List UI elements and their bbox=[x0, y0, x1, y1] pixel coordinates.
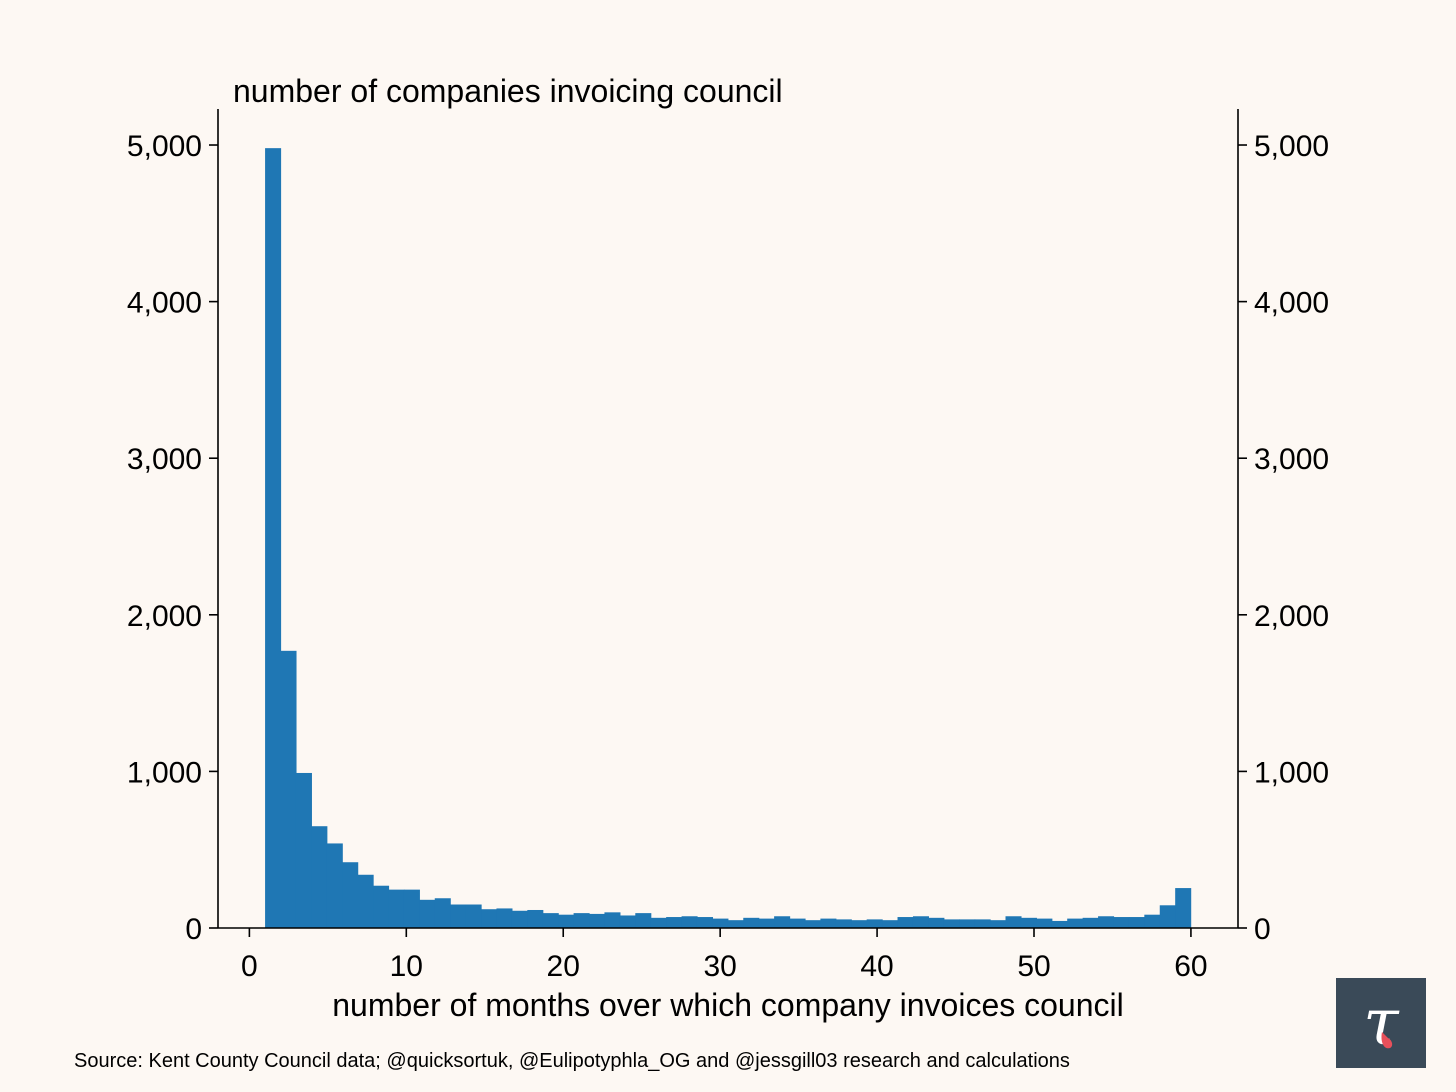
histogram-bar bbox=[820, 918, 837, 928]
histogram-bar bbox=[866, 919, 883, 928]
left-y-tick-label: 5,000 bbox=[127, 130, 202, 163]
x-tick-label: 0 bbox=[241, 950, 258, 983]
histogram-bar bbox=[619, 915, 636, 928]
histogram-bar bbox=[280, 650, 297, 928]
histogram-bar bbox=[295, 772, 312, 928]
histogram-bar bbox=[928, 917, 945, 928]
histogram-bar bbox=[1005, 916, 1022, 928]
axes: 0 0 1,000 1,000 2,000 2,000 3,000 3,000 4,000 4,0… bbox=[127, 109, 1329, 983]
histogram-bar bbox=[1159, 905, 1176, 928]
histogram-bar bbox=[419, 899, 436, 928]
histogram-bar bbox=[1082, 917, 1099, 928]
histogram-bar bbox=[342, 862, 359, 928]
histogram-bar bbox=[1036, 918, 1053, 928]
histogram-bar bbox=[943, 919, 960, 928]
right-y-tick-label: 0 bbox=[1254, 913, 1271, 946]
histogram-bar bbox=[912, 916, 929, 928]
histogram-bar bbox=[465, 904, 482, 928]
histogram-bar bbox=[604, 912, 621, 928]
left-y-tick-label: 0 bbox=[185, 913, 202, 946]
x-tick-label: 60 bbox=[1174, 950, 1207, 983]
histogram-bar bbox=[758, 918, 775, 928]
histogram-bar bbox=[666, 917, 683, 928]
histogram-bars bbox=[265, 148, 1192, 928]
histogram-bar bbox=[1175, 888, 1192, 928]
histogram-bar bbox=[1144, 914, 1161, 928]
x-tick-label: 20 bbox=[547, 950, 580, 983]
chart-title: number of companies invoicing council bbox=[233, 73, 783, 109]
histogram-bar bbox=[573, 913, 590, 928]
histogram-bar bbox=[1067, 918, 1084, 928]
logo-background bbox=[1336, 978, 1426, 1068]
x-tick-label: 40 bbox=[860, 950, 893, 983]
histogram-bar bbox=[974, 919, 991, 928]
histogram-bar bbox=[1051, 920, 1068, 928]
histogram-bar bbox=[897, 917, 914, 928]
histogram-bar bbox=[743, 917, 760, 928]
tau-glyph: τ bbox=[1363, 986, 1400, 1060]
x-tick-label: 10 bbox=[390, 950, 423, 983]
histogram-bar bbox=[882, 920, 899, 928]
histogram-bar bbox=[650, 917, 667, 928]
left-y-tick-label: 1,000 bbox=[127, 756, 202, 789]
histogram-bar bbox=[681, 916, 698, 928]
tau-logo: τ bbox=[1336, 978, 1426, 1068]
histogram-bar bbox=[403, 889, 420, 928]
histogram-bar bbox=[1128, 917, 1145, 928]
histogram-bar bbox=[696, 917, 714, 928]
histogram-bar bbox=[558, 914, 575, 928]
x-tick-label: 50 bbox=[1017, 950, 1050, 983]
histogram-bar bbox=[990, 920, 1007, 928]
right-y-tick-label: 1,000 bbox=[1254, 756, 1329, 789]
right-y-tick-label: 3,000 bbox=[1254, 443, 1329, 476]
histogram-bar bbox=[496, 908, 513, 928]
histogram-bar bbox=[434, 898, 451, 928]
histogram-bar bbox=[450, 904, 467, 928]
histogram-bar bbox=[511, 910, 528, 928]
source-note: Source: Kent County Council data; @quick… bbox=[74, 1050, 1070, 1072]
right-y-tick-label: 2,000 bbox=[1254, 600, 1329, 633]
histogram-bar bbox=[851, 920, 868, 928]
histogram-bar bbox=[835, 919, 852, 928]
histogram-bar bbox=[1020, 917, 1037, 928]
histogram-bar bbox=[635, 913, 652, 928]
histogram-bar bbox=[1098, 916, 1115, 928]
histogram-bar bbox=[804, 920, 821, 928]
histogram-bar bbox=[1113, 917, 1130, 928]
histogram-bar bbox=[712, 918, 729, 928]
histogram-bar bbox=[589, 913, 606, 928]
right-y-tick-label: 5,000 bbox=[1254, 130, 1329, 163]
histogram-bar bbox=[727, 920, 744, 928]
histogram-bar bbox=[357, 874, 374, 928]
left-y-tick-label: 2,000 bbox=[127, 600, 202, 633]
histogram-bar bbox=[542, 913, 559, 928]
right-y-tick-label: 4,000 bbox=[1254, 287, 1329, 320]
left-y-tick-label: 3,000 bbox=[127, 443, 202, 476]
histogram-bar bbox=[774, 916, 791, 928]
logo-accent-drop bbox=[1381, 1032, 1393, 1049]
x-axis-label: number of months over which company invo… bbox=[332, 987, 1123, 1023]
histogram-bar bbox=[527, 909, 544, 928]
histogram-bar bbox=[959, 919, 976, 928]
histogram-bar bbox=[481, 909, 498, 928]
histogram-bar bbox=[311, 826, 328, 928]
histogram-bar bbox=[265, 148, 282, 928]
histogram-bar bbox=[326, 843, 343, 928]
histogram-bar bbox=[373, 885, 390, 928]
left-y-tick-label: 4,000 bbox=[127, 287, 202, 320]
x-tick-label: 30 bbox=[703, 950, 736, 983]
histogram-bar bbox=[388, 889, 405, 928]
histogram-bar bbox=[789, 918, 806, 928]
